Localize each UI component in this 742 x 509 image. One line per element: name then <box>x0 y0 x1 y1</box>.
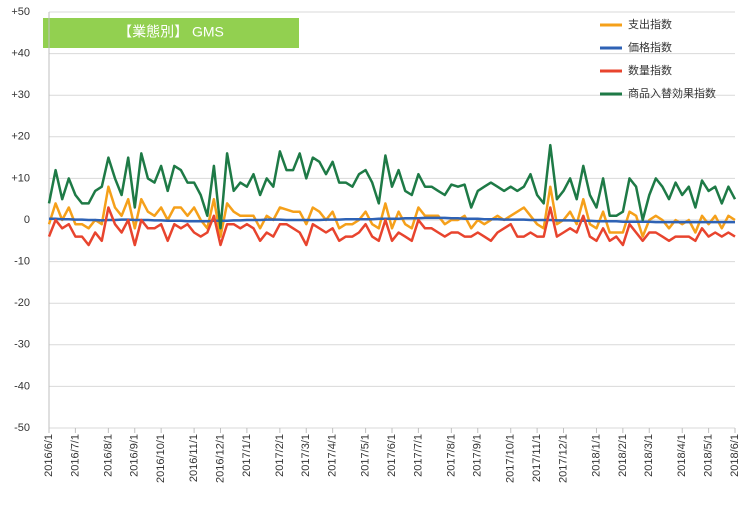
x-tick-label: 2018/6/1 <box>729 434 741 477</box>
x-tick-label: 2017/10/1 <box>505 434 517 483</box>
x-tick-label: 2016/10/1 <box>155 434 167 483</box>
x-tick-label: 2016/7/1 <box>69 434 81 477</box>
x-tick-label: 2016/12/1 <box>214 434 226 483</box>
x-tick-label: 2018/3/1 <box>643 434 655 477</box>
x-tick-label: 2016/6/1 <box>43 434 55 477</box>
x-tick-label: 2016/11/1 <box>188 434 200 482</box>
x-tick-label: 2018/5/1 <box>703 434 715 477</box>
title-box <box>43 18 299 48</box>
legend-label: 商品入替効果指数 <box>628 86 716 100</box>
y-tick-label: -40 <box>14 380 30 392</box>
x-tick-label: 2016/8/1 <box>102 434 114 477</box>
chart-title: 【業態別】 GMS <box>118 24 224 40</box>
series-line <box>49 216 735 224</box>
x-tick-label: 2017/11/1 <box>531 434 543 482</box>
series-line <box>47 185 736 238</box>
y-tick-label: -10 <box>14 256 30 268</box>
x-tick-label: 2017/12/1 <box>557 434 569 483</box>
x-tick-label: 2017/3/1 <box>300 434 312 477</box>
x-tick-label: 2017/8/1 <box>445 434 457 477</box>
x-tick-label: 2017/1/1 <box>241 434 253 477</box>
y-tick-label: -20 <box>14 297 30 309</box>
x-tick-label: 2016/9/1 <box>129 434 141 477</box>
x-tick-label: 2017/6/1 <box>386 434 398 477</box>
y-tick-label: +30 <box>11 89 30 101</box>
y-tick-label: 0 <box>24 214 30 226</box>
x-tick-label: 2017/4/1 <box>327 434 339 477</box>
y-tick-label: +40 <box>11 48 30 60</box>
legend-label: 支出指数 <box>628 17 672 31</box>
y-tick-label: +50 <box>11 6 30 18</box>
x-tick-label: 2018/4/1 <box>676 434 688 477</box>
y-tick-label: -30 <box>14 339 30 351</box>
legend-label: 数量指数 <box>628 63 672 77</box>
x-tick-label: 2018/2/1 <box>617 434 629 477</box>
y-tick-label: +20 <box>11 131 30 143</box>
x-tick-label: 2017/2/1 <box>274 434 286 477</box>
legend-label: 価格指数 <box>628 40 672 54</box>
x-tick-label: 2018/1/1 <box>590 434 602 477</box>
y-tick-label: -50 <box>14 422 30 434</box>
x-tick-label: 2017/7/1 <box>412 434 424 477</box>
x-tick-label: 2017/9/1 <box>472 434 484 477</box>
x-tick-label: 2017/5/1 <box>360 434 372 477</box>
y-tick-label: +10 <box>11 172 30 184</box>
series-line <box>47 143 737 230</box>
series-line <box>47 206 736 247</box>
